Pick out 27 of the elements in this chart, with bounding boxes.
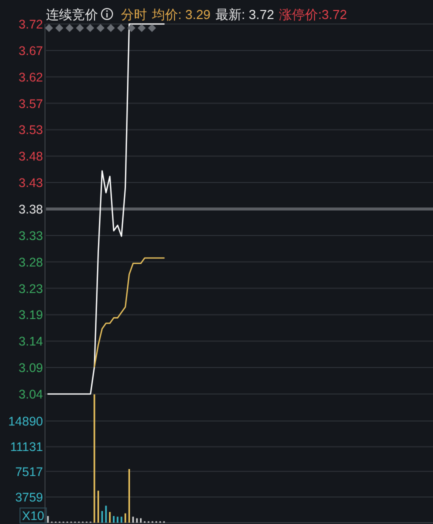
y-tick-label: 3.48	[18, 150, 44, 164]
y-tick-label: 3.19	[18, 308, 44, 322]
y-tick-label: 3.04	[18, 388, 44, 402]
line-series	[47, 23, 165, 395]
y-tick-label: 3.33	[18, 228, 44, 243]
y-tick-label: 3.28	[18, 255, 44, 270]
y-tick-label: 3.67	[18, 44, 44, 58]
y-tick-label: 3.57	[18, 96, 44, 111]
text: 分时	[121, 7, 147, 22]
line-series	[94, 257, 165, 368]
text: 涨停价:3.72	[279, 7, 347, 22]
y-tick-label: 3.43	[18, 176, 44, 190]
y-tick-label: 3.72	[18, 18, 44, 32]
y-tick-label: 14890	[8, 414, 44, 429]
chart-title: 连续竞价	[46, 7, 98, 22]
y-tick-label: 3.53	[18, 123, 44, 138]
y-tick-label: 3.38	[18, 202, 44, 216]
y-tick-label: 3.09	[18, 361, 44, 376]
text: X10	[22, 509, 44, 523]
y-tick-label: 3759	[15, 490, 44, 505]
text: 最新: 3.72	[216, 7, 274, 22]
y-tick-label: 3.23	[18, 282, 44, 296]
y-tick-label: 7517	[15, 464, 44, 479]
y-tick-label: 3.62	[18, 70, 44, 84]
y-tick-label: 11131	[10, 440, 44, 454]
text: 均价: 3.29	[151, 7, 211, 22]
y-tick-label: 3.14	[18, 334, 44, 349]
